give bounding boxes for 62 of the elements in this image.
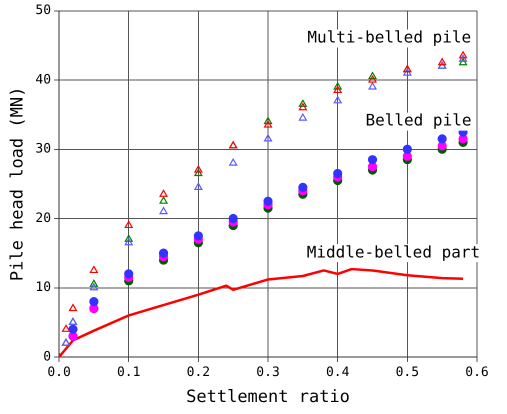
- x-axis-title: Settlement ratio: [186, 387, 350, 408]
- point: [402, 144, 412, 154]
- x-tick-label: 0.6: [465, 365, 489, 380]
- x-tick-label: 0.3: [256, 365, 280, 380]
- x-tick-label: 0.5: [396, 365, 420, 380]
- point: [194, 165, 202, 173]
- point: [263, 196, 273, 206]
- point: [334, 86, 342, 94]
- point: [124, 220, 133, 228]
- point: [459, 58, 468, 66]
- y-tick-label: 30: [35, 142, 52, 157]
- point: [159, 206, 168, 214]
- point: [194, 231, 203, 240]
- x-tick-label: 0.0: [47, 365, 71, 380]
- point: [124, 238, 133, 246]
- point: [264, 134, 272, 142]
- point: [438, 134, 447, 144]
- point: [229, 158, 238, 166]
- annotation: Multi-belled pile: [307, 28, 472, 47]
- point: [68, 304, 78, 312]
- point: [90, 283, 98, 290]
- point: [159, 190, 168, 197]
- annotation: Middle-belled part: [306, 242, 480, 262]
- point: [62, 324, 70, 332]
- point: [194, 182, 202, 190]
- point: [194, 168, 202, 176]
- point: [124, 234, 133, 242]
- point: [368, 72, 377, 80]
- y-tick-label: 20: [35, 210, 52, 226]
- point: [159, 196, 168, 204]
- y-tick-label: 40: [35, 72, 52, 88]
- point: [368, 82, 377, 90]
- point: [90, 266, 98, 274]
- y-tick-label: 50: [35, 3, 52, 18]
- point: [90, 280, 98, 287]
- point: [264, 120, 272, 128]
- point: [298, 182, 308, 192]
- annotation: Belled pile: [366, 110, 472, 130]
- point: [124, 269, 134, 279]
- point: [298, 100, 307, 107]
- point: [334, 82, 342, 90]
- x-tick-label: 0.4: [326, 365, 350, 380]
- point: [403, 68, 412, 76]
- point: [89, 297, 98, 306]
- point: [158, 248, 168, 258]
- point: [438, 58, 446, 66]
- point: [368, 155, 378, 164]
- x-tick-label: 0.1: [116, 365, 140, 380]
- point: [368, 75, 377, 83]
- point: [68, 324, 78, 334]
- y-tick-label: 0: [43, 349, 52, 364]
- point: [334, 96, 342, 104]
- point: [333, 168, 342, 178]
- y-axis-title: Pile head load (MN): [8, 86, 28, 282]
- y-tick-label: 10: [35, 280, 52, 296]
- point: [298, 114, 307, 121]
- point: [459, 54, 468, 62]
- point: [264, 116, 272, 124]
- point: [228, 214, 238, 224]
- x-tick-label: 0.2: [186, 365, 210, 380]
- point: [298, 103, 307, 110]
- point: [459, 51, 468, 58]
